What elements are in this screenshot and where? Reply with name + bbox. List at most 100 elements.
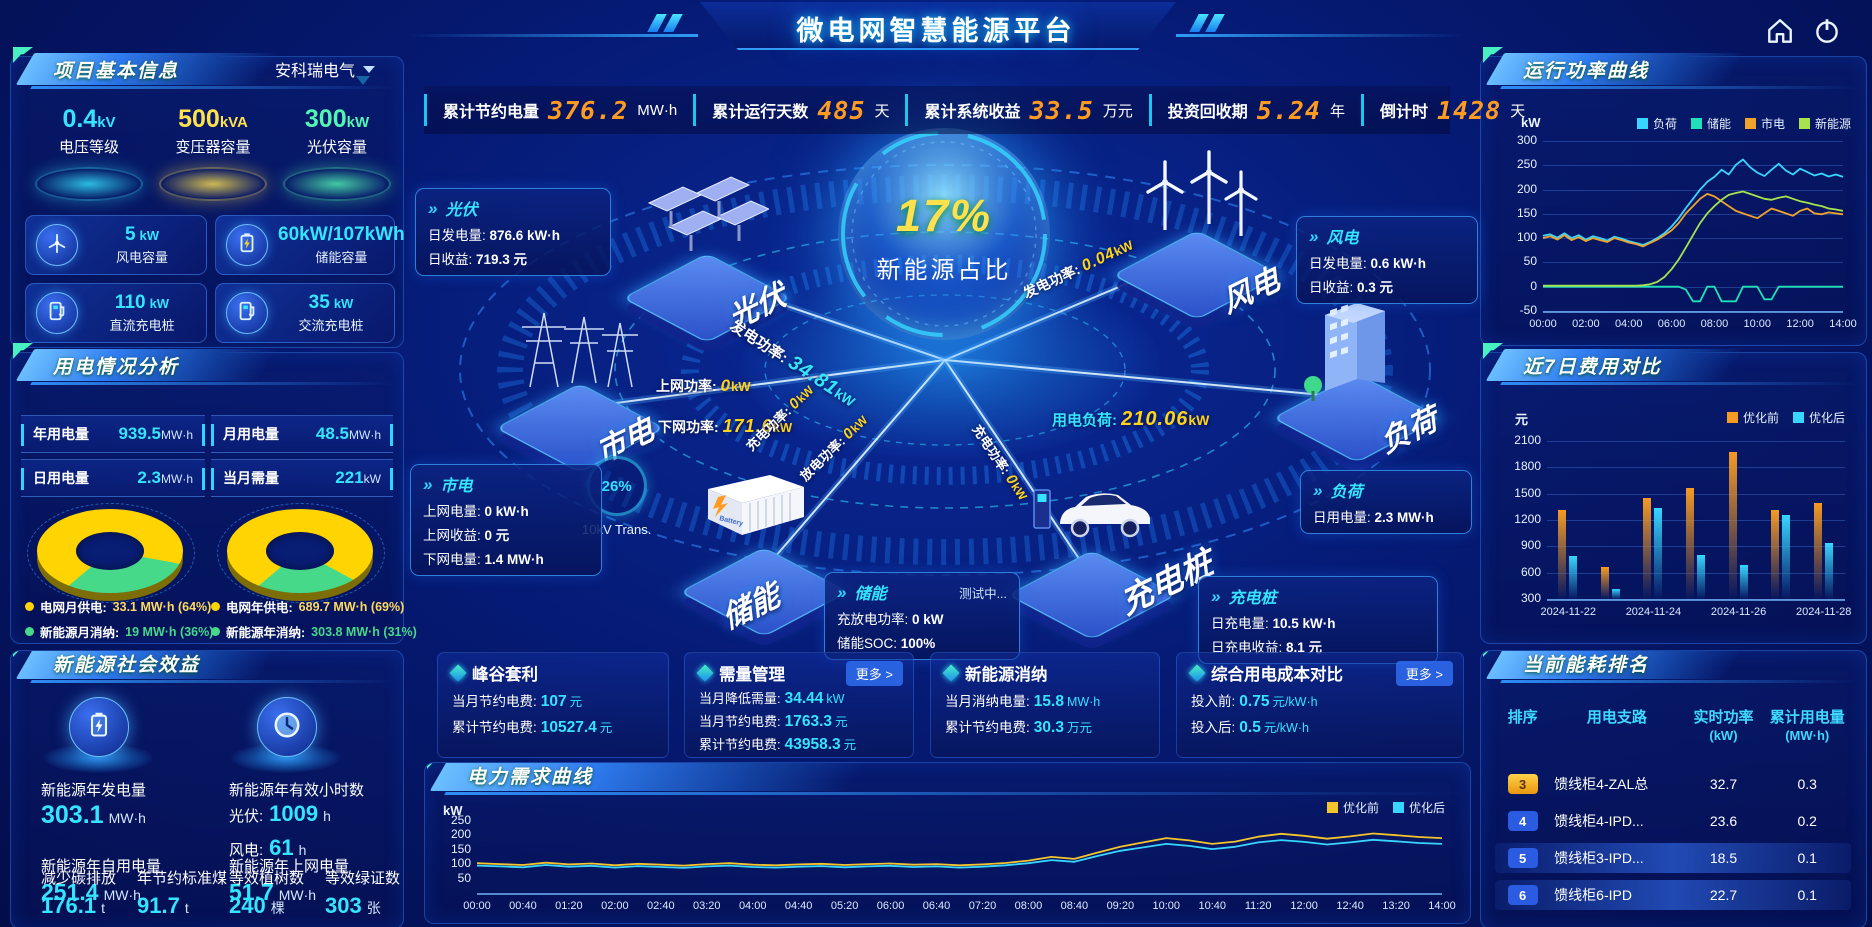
panel-demand-curve: 电力需求曲线 kW 优化前 优化后 250 200 150 100 50 00:00 00:40 0… [424, 762, 1471, 924]
card-text: 110 kW 直流充电桩 [88, 292, 196, 334]
legend-item: 优化后 [1792, 409, 1845, 426]
benefit-number: 303.1 [41, 801, 104, 829]
info-box-name: 充电桩 [1228, 590, 1277, 607]
benefit-value: 51.7 MW·h [229, 879, 316, 906]
more-button[interactable]: 更多 > [1395, 661, 1453, 686]
x-tick-label: 08:40 [1060, 900, 1089, 912]
bar-优化前-2024-11-26 [1728, 451, 1737, 599]
header-tail [30, 680, 398, 683]
y-tick-label: 1800 [1514, 459, 1541, 474]
row-unit: 元 [599, 721, 613, 735]
building-icon [1291, 293, 1411, 416]
benefit-number: 240 [229, 893, 266, 918]
card-label: 风电容量 [115, 250, 168, 265]
ranking-header-row: 排序 用电支路 实时功率 (kW) 累计用电量 (MW·h) [1495, 709, 1851, 744]
benefit-key: 光伏: [229, 808, 264, 825]
info-box-title: » 光伏 [428, 196, 598, 220]
benefit-number: 1009 [269, 801, 319, 826]
chevron-right-icon: » [1309, 226, 1319, 246]
pedestal-label: 电压等级 [58, 139, 119, 156]
title-banner [700, 2, 1176, 50]
benefit-label: 新能源年发电量 [41, 782, 147, 799]
x-tick-label: 06:00 [1657, 318, 1686, 330]
row-value: 1763.3 [784, 713, 833, 730]
row-value: 43958.3 [784, 736, 841, 753]
x-tick-label: 07:20 [968, 900, 997, 912]
benefit-box-0: 峰谷套利 当月节约电费: 107 元累计节约电费: 10527.4 元 [437, 652, 669, 758]
legend-label: 优化前 [1342, 801, 1379, 815]
benefit-hours-row: 风电: 61 h [229, 835, 306, 861]
legend-item: 优化后 [1392, 799, 1445, 816]
x-tick-label: 2024-11-24 [1625, 606, 1682, 618]
power-cell: 18.5 [1709, 850, 1738, 866]
benefit-box-row: 累计节约电费: 10527.4 元 [452, 716, 654, 737]
power-icon[interactable] [1812, 16, 1844, 46]
row-unit: 元 [843, 738, 857, 752]
more-button[interactable]: 更多 > [845, 661, 903, 686]
rank-cell: 5 [1495, 848, 1550, 868]
flow-label-7: 用电负荷: 210.06kW [1052, 408, 1209, 431]
table-row[interactable]: 6 馈线柜6-IPD 22.7 0.1 [1495, 880, 1851, 910]
row-unit: 元/kW·h [1263, 721, 1309, 735]
row-value: 0 kW·h [484, 504, 529, 519]
card-value: 60kW/107kWh [278, 224, 405, 246]
info-box-row: 上网电量: 0 kW·h [423, 500, 589, 520]
row-value: 2.3 MW·h [1374, 510, 1434, 525]
row-value: 8.1 元 [1286, 640, 1323, 655]
legend-swatch-icon [1636, 118, 1648, 129]
benefit-box-row: 投入前: 0.75 元/kW·h [1191, 690, 1449, 711]
kpi-value: 485 [817, 95, 866, 125]
kpi-label: 累计运行天数 [712, 104, 809, 121]
legend-value: 19 MW·h (36%) [125, 624, 214, 639]
legend-label: 优化前 [1742, 411, 1779, 425]
info-box-风电: » 风电 日发电量: 0.6 kW·h 日收益: 0.3 元 [1296, 216, 1478, 304]
table-row[interactable]: 4 馈线柜4-IPD... 23.6 0.2 [1495, 806, 1851, 836]
table-row[interactable]: 3 馈线柜4-ZAL总 32.7 0.3 [1495, 769, 1851, 799]
benefit-value: 91.7 t [137, 893, 189, 919]
x-tick-label: 02:00 [1572, 318, 1600, 330]
card-text: 60kW/107kWh 储能容量 [278, 224, 405, 266]
chip-value: 48.5MW·h [315, 424, 381, 443]
donut-hole [76, 532, 144, 570]
card-text: 35 kW 交流充电桩 [278, 292, 384, 334]
x-axis-line [477, 893, 1442, 895]
column-header-0: 排序 [1495, 709, 1550, 744]
x-tick-label: 05:20 [830, 900, 859, 912]
y-tick-label: 1200 [1514, 512, 1541, 526]
legend-value: 33.1 MW·h (64%) [112, 599, 212, 614]
bar-优化前-2024-11-28 [1813, 503, 1822, 599]
kpi-unit: 天 [1510, 102, 1526, 120]
table-row[interactable]: 5 馈线柜3-IPD... 18.5 0.1 [1495, 843, 1851, 873]
chart-legend: 优化前 优化后 [1545, 409, 1845, 426]
column-header-3: 累计用电量 (MW·h) [1763, 709, 1851, 744]
info-box-储能: » 储能 测试中... 充放电功率: 0 kW 储能SOC: 100% [824, 572, 1020, 660]
benefit-box-title: 综合用电成本对比 [1188, 661, 1449, 685]
info-box-市电: » 市电 上网电量: 0 kW·h 上网收益: 0 元下网电量: 1.4 MW·h [410, 464, 602, 576]
benefit-box-title: 需量管理 [696, 661, 899, 685]
row-value: 0.3 元 [1357, 280, 1394, 295]
kpi-label: 倒计时 [1379, 104, 1428, 121]
legend-item: 电网月供电: 33.1 MW·h (64%) [25, 597, 213, 616]
info-box-title: » 市电 [423, 472, 589, 496]
column-header-text: 实时功率 [1693, 709, 1754, 726]
capacity-pedestal: 0.4kV 电压等级 [29, 105, 149, 201]
renewable-share-orb: 17% 新能源占比 [838, 128, 1050, 340]
kpi-label: 投资回收期 [1167, 104, 1248, 121]
row-key: 充放电功率: [837, 612, 913, 627]
wind-icon [48, 233, 66, 253]
legend-dot-icon [211, 602, 220, 611]
donut-legend: 电网月供电: 33.1 MW·h (64%) 新能源月消纳: 19 MW·h (3… [25, 597, 213, 641]
pedestal-unit: kVA [219, 114, 248, 131]
chevron-right-icon: » [428, 198, 438, 218]
x-tick-label: 04:00 [1614, 318, 1643, 330]
gridline [1547, 493, 1845, 495]
legend-label: 储能 [1706, 117, 1731, 131]
home-icon[interactable] [1764, 16, 1796, 46]
energy-cell: 0.1 [1797, 887, 1817, 903]
kpi-unit: 万元 [1102, 102, 1133, 120]
card-number: 5 [124, 224, 136, 245]
column-header-unit: (MW·h) [1785, 727, 1830, 743]
column-header-text: 用电支路 [1586, 709, 1647, 726]
row-key: 下网电量: [423, 552, 485, 567]
company-select[interactable]: 安科瑞电气 [275, 57, 375, 81]
